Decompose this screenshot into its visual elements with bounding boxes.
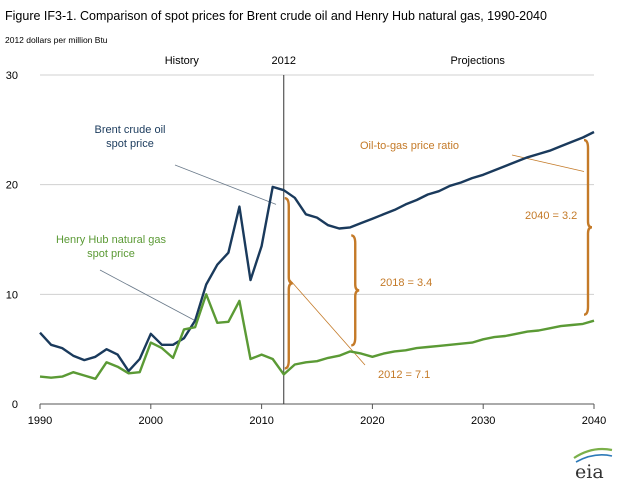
x-tick-label: 2030 xyxy=(471,415,495,427)
series-line-brent xyxy=(39,130,595,373)
brent-label-leader xyxy=(174,164,277,205)
ratio-title-leader xyxy=(511,154,585,172)
x-tick-label: 2010 xyxy=(249,415,273,427)
ratio-bracket-2018 xyxy=(351,234,360,347)
brent-series-label: Brent crude oil xyxy=(95,124,166,136)
chart-title: Figure IF3-1. Comparison of spot prices … xyxy=(5,9,547,23)
ratio-brackets xyxy=(284,138,593,370)
ratio-label-2018: 2018 = 3.4 xyxy=(380,277,432,289)
x-axis-ticks: 1990 2000 2010 2020 2030 2040 xyxy=(28,404,606,427)
eia-logo-swoosh xyxy=(573,447,613,459)
history-label: History xyxy=(165,55,200,67)
x-tick-label: 2020 xyxy=(360,415,384,427)
y-tick-label: 10 xyxy=(6,289,18,301)
y-tick-label: 30 xyxy=(6,70,18,82)
annotation-leaders xyxy=(99,154,585,366)
y-axis-unit-label: 2012 dollars per million Btu xyxy=(5,35,108,45)
ratio-2012-leader xyxy=(287,277,366,366)
divider-label: 2012 xyxy=(272,55,296,67)
x-tick-label: 2040 xyxy=(582,415,606,427)
x-tick-label: 2000 xyxy=(139,415,163,427)
henry-hub-series-label: spot price xyxy=(87,248,135,260)
ratio-label-2012: 2012 = 7.1 xyxy=(378,369,430,381)
y-tick-label: 0 xyxy=(12,399,18,411)
x-tick-label: 1990 xyxy=(28,415,52,427)
henry-hub-series-label: Henry Hub natural gas xyxy=(56,234,167,246)
series-line-henry-hub xyxy=(39,293,595,380)
eia-logo-text: eia xyxy=(575,461,604,483)
y-tick-label: 20 xyxy=(6,180,18,192)
projections-label: Projections xyxy=(450,55,505,67)
annotation-labels: Brent crude oil spot price Henry Hub natur… xyxy=(56,124,577,381)
eia-logo-swoosh-2 xyxy=(575,454,613,463)
ratio-bracket-2012 xyxy=(284,196,293,370)
eia-logo: eia xyxy=(573,447,613,483)
ratio-title-label: Oil-to-gas price ratio xyxy=(360,140,459,152)
henry-hub-label-leader xyxy=(99,269,196,322)
y-axis-ticks: 0 10 20 30 xyxy=(6,70,18,411)
brent-series-label: spot price xyxy=(106,138,154,150)
grid xyxy=(40,74,594,405)
ratio-label-2040: 2040 = 3.2 xyxy=(525,210,577,222)
ratio-bracket-2040 xyxy=(583,138,593,316)
series-lines xyxy=(39,130,595,380)
